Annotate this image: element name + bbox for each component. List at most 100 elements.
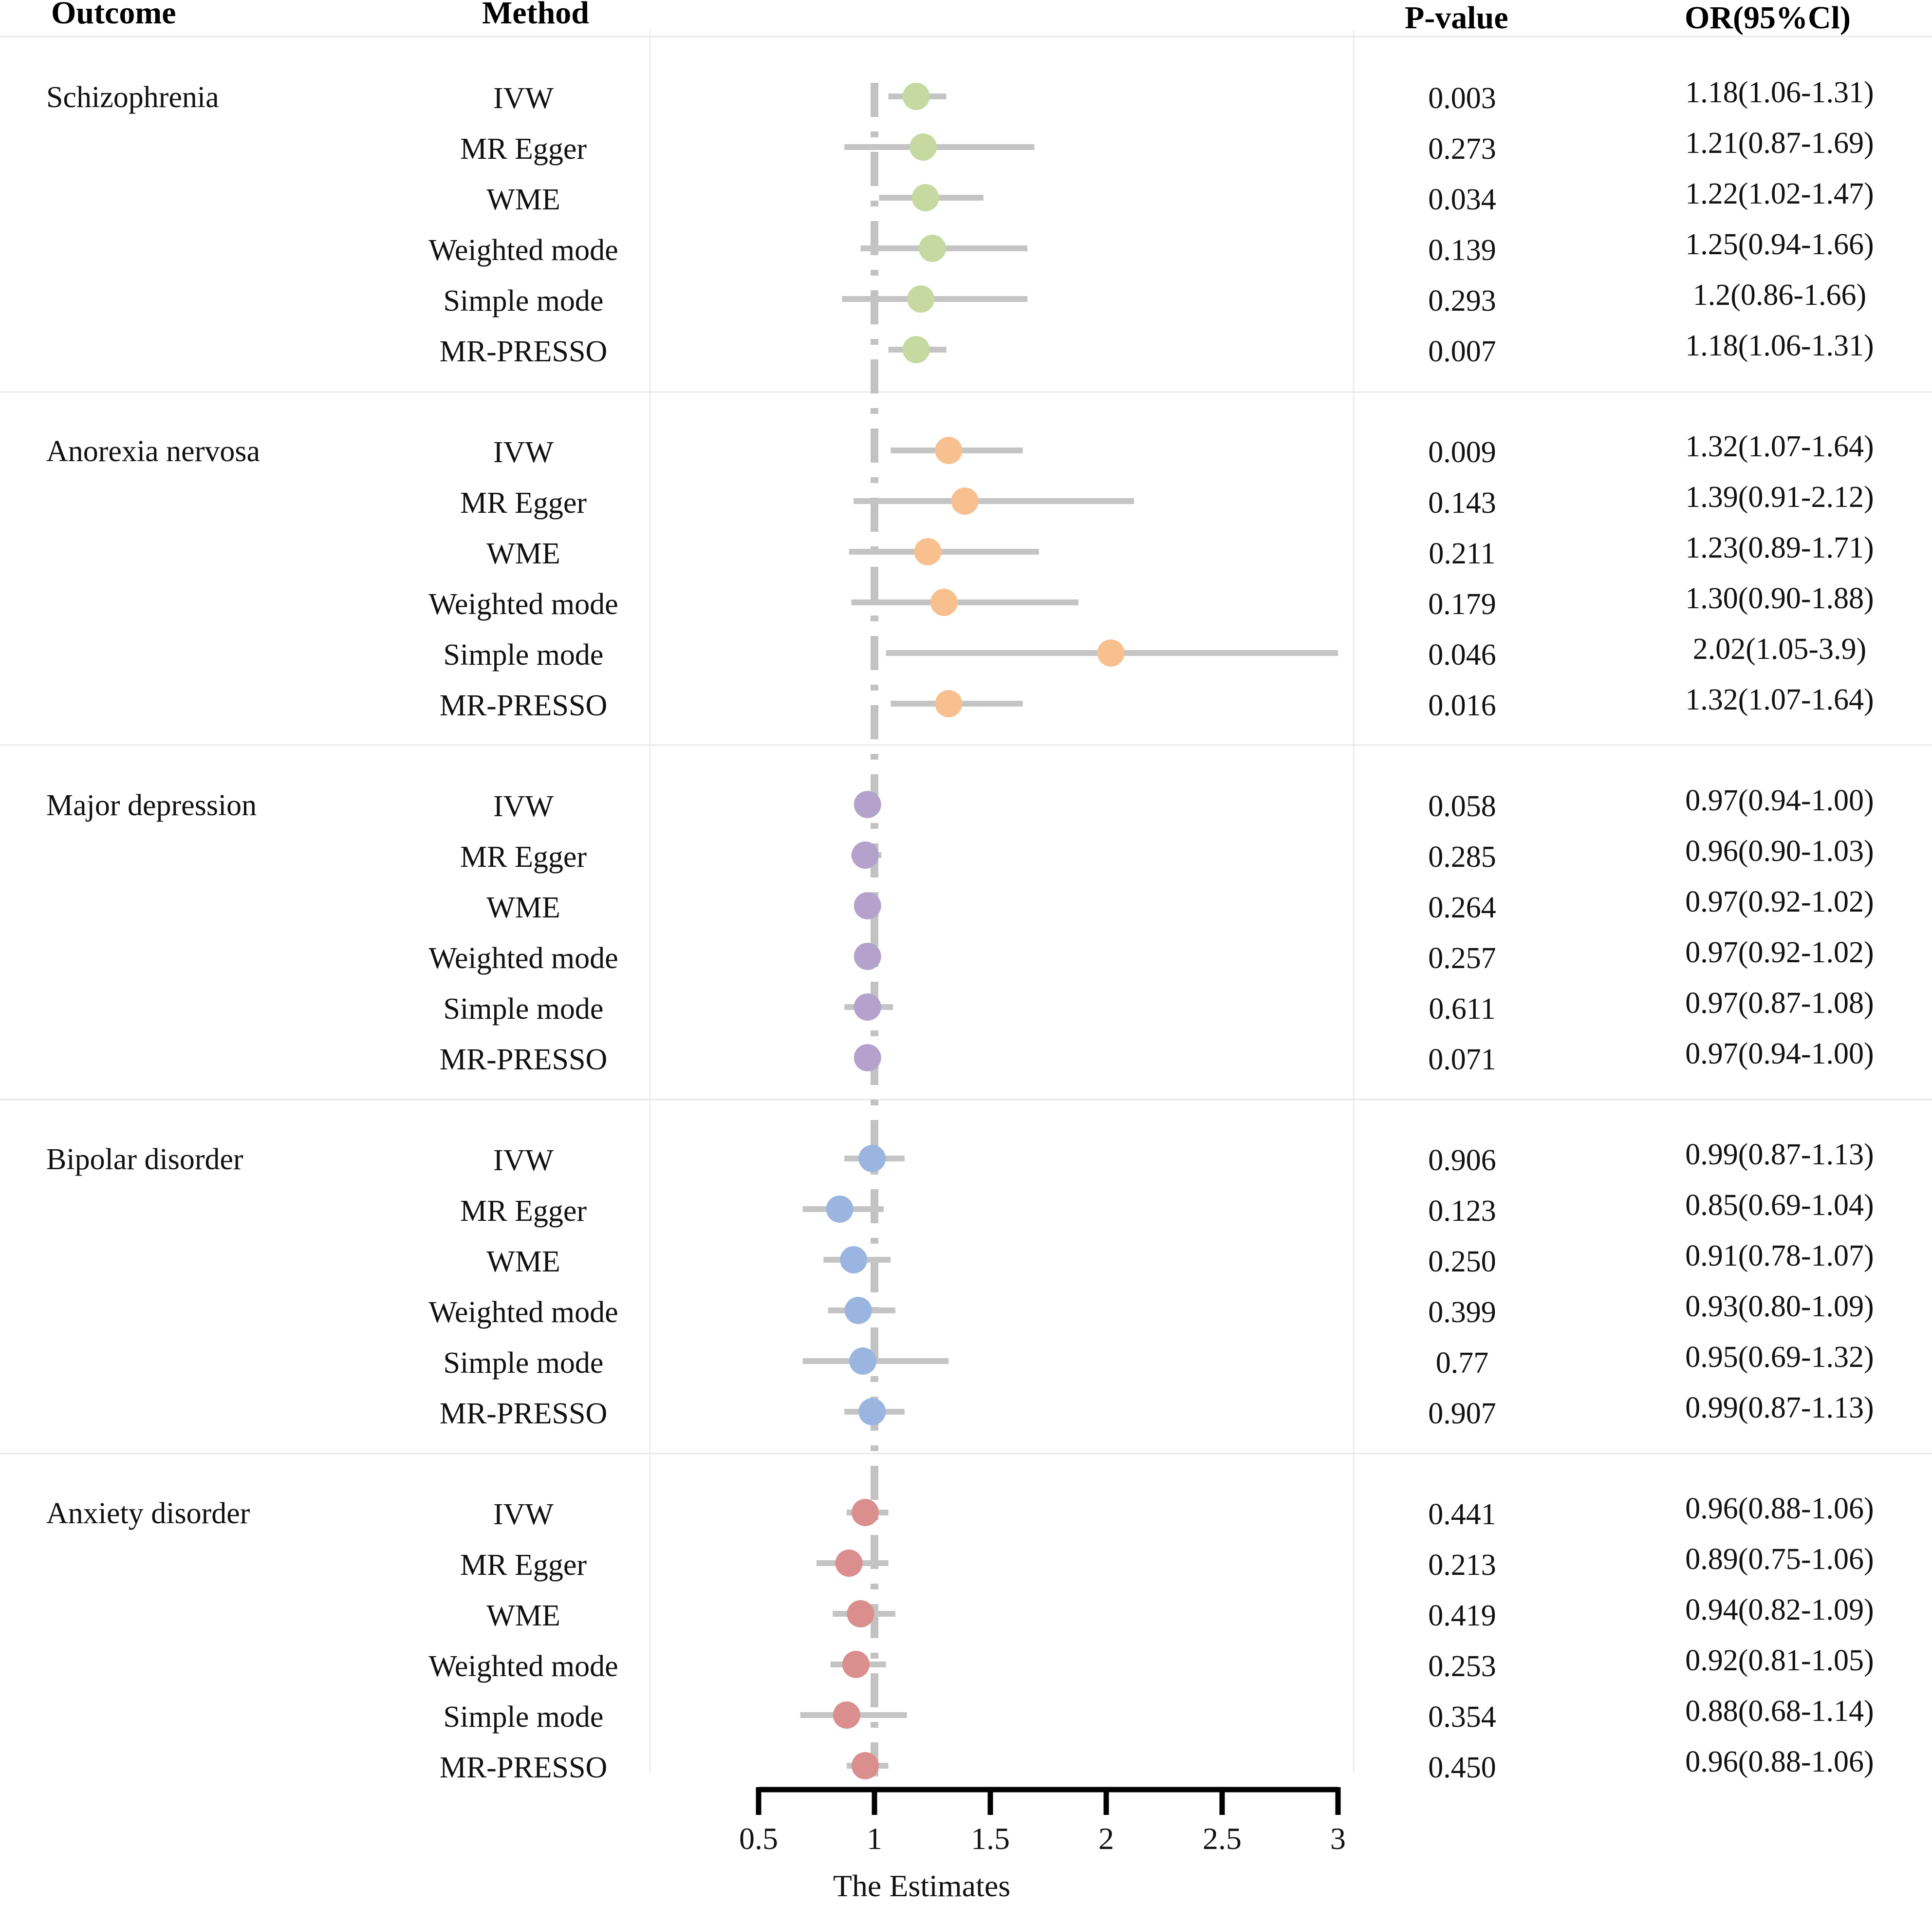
- outcome-label: Major depression: [46, 789, 257, 822]
- method-label: Weighted mode: [428, 588, 618, 621]
- point-estimate: [902, 336, 930, 363]
- method-label: Weighted mode: [428, 1650, 618, 1683]
- or-ci-label: 0.95(0.69-1.32): [1685, 1341, 1874, 1374]
- x-tick-label: 3: [1330, 1821, 1346, 1856]
- method-label: MR-PRESSO: [440, 1397, 608, 1430]
- method-label: Simple mode: [444, 284, 604, 318]
- header-outcome: Outcome: [51, 0, 176, 31]
- x-tick-label: 1.5: [971, 1821, 1010, 1856]
- p-value: 0.450: [1428, 1751, 1496, 1784]
- p-value: 0.007: [1428, 335, 1496, 368]
- point-estimate: [858, 1145, 886, 1172]
- or-ci-label: 1.23(0.89-1.71): [1685, 531, 1874, 564]
- method-label: MR Egger: [460, 1195, 587, 1228]
- x-axis-label: The Estimates: [833, 1868, 1010, 1903]
- point-estimate: [835, 1550, 863, 1577]
- p-value: 0.441: [1428, 1498, 1496, 1531]
- p-value: 0.273: [1428, 132, 1496, 166]
- method-label: IVW: [493, 436, 554, 469]
- or-ci-label: 1.39(0.91-2.12): [1685, 481, 1874, 514]
- point-estimate: [851, 1752, 879, 1779]
- or-ci-label: 0.96(0.88-1.06): [1685, 1745, 1874, 1778]
- method-label: MR-PRESSO: [440, 335, 608, 368]
- method-label: IVW: [493, 1498, 554, 1531]
- p-value: 0.123: [1428, 1195, 1496, 1228]
- p-value: 0.293: [1428, 284, 1496, 318]
- or-ci-label: 0.88(0.68-1.14): [1685, 1695, 1874, 1728]
- point-estimate: [854, 943, 881, 970]
- point-estimate: [826, 1195, 854, 1223]
- or-ci-label: 1.2(0.86-1.66): [1693, 279, 1866, 312]
- method-label: MR Egger: [460, 1549, 587, 1582]
- point-estimate: [851, 1499, 879, 1526]
- point-estimate: [844, 1297, 872, 1324]
- point-estimate: [854, 892, 881, 919]
- or-ci-label: 0.96(0.88-1.06): [1685, 1492, 1874, 1525]
- point-estimate: [1097, 639, 1125, 667]
- point-estimate: [854, 993, 881, 1021]
- p-value: 0.046: [1428, 638, 1496, 672]
- p-value: 0.058: [1428, 790, 1496, 823]
- outcome-label: Anxiety disorder: [46, 1497, 250, 1530]
- or-ci-label: 1.21(0.87-1.69): [1685, 127, 1874, 160]
- p-value: 0.003: [1428, 82, 1496, 115]
- or-ci-label: 0.97(0.94-1.00): [1685, 1037, 1874, 1070]
- p-value: 0.179: [1428, 588, 1496, 621]
- method-label: Weighted mode: [428, 942, 618, 975]
- p-value: 0.250: [1428, 1245, 1496, 1278]
- method-label: MR Egger: [460, 840, 587, 874]
- p-value: 0.071: [1428, 1043, 1496, 1076]
- or-ci-label: 2.02(1.05-3.9): [1693, 633, 1866, 666]
- point-estimate: [951, 487, 979, 515]
- x-tick-label: 0.5: [739, 1821, 778, 1856]
- or-ci-label: 1.18(1.06-1.31): [1685, 76, 1874, 109]
- p-value: 0.907: [1428, 1397, 1496, 1430]
- p-value: 0.611: [1429, 992, 1495, 1026]
- method-label: IVW: [493, 790, 554, 823]
- point-estimate: [833, 1701, 860, 1729]
- method-label: Simple mode: [444, 1346, 604, 1380]
- or-ci-label: 0.97(0.94-1.00): [1685, 784, 1874, 817]
- method-label: MR Egger: [460, 132, 587, 166]
- p-value: 0.419: [1428, 1599, 1496, 1632]
- method-label: Weighted mode: [428, 234, 618, 267]
- method-label: IVW: [493, 82, 554, 115]
- p-value: 0.143: [1428, 486, 1496, 520]
- or-ci-label: 0.96(0.90-1.03): [1685, 835, 1874, 868]
- method-label: Simple mode: [444, 638, 604, 672]
- point-estimate: [847, 1600, 874, 1627]
- or-ci-label: 0.99(0.87-1.13): [1685, 1391, 1874, 1424]
- point-estimate: [849, 1347, 877, 1375]
- point-estimate: [909, 133, 937, 161]
- point-estimate: [854, 791, 881, 818]
- or-ci-label: 1.25(0.94-1.66): [1685, 228, 1874, 261]
- x-tick-label: 2.5: [1203, 1821, 1242, 1856]
- or-ci-label: 1.30(0.90-1.88): [1685, 582, 1874, 615]
- p-value: 0.211: [1429, 537, 1495, 570]
- method-label: WME: [486, 183, 560, 216]
- p-value: 0.009: [1428, 436, 1496, 469]
- method-label: Simple mode: [444, 992, 604, 1026]
- method-label: IVW: [493, 1144, 554, 1177]
- or-ci-label: 0.99(0.87-1.13): [1685, 1138, 1874, 1171]
- point-estimate: [902, 83, 930, 110]
- method-label: WME: [486, 1245, 560, 1278]
- or-ci-label: 0.97(0.92-1.02): [1685, 885, 1874, 918]
- point-estimate: [919, 235, 946, 262]
- p-value: 0.213: [1428, 1549, 1496, 1582]
- outcome-label: Schizophrenia: [46, 81, 219, 114]
- header-pvalue: P-value: [1405, 0, 1508, 36]
- outcome-label: Anorexia nervosa: [46, 435, 260, 468]
- method-label: MR Egger: [460, 486, 587, 520]
- point-estimate: [907, 285, 935, 313]
- method-label: WME: [486, 891, 560, 924]
- method-label: WME: [486, 537, 560, 570]
- point-estimate: [842, 1651, 870, 1678]
- or-ci-label: 0.97(0.87-1.08): [1685, 987, 1874, 1020]
- or-ci-label: 0.92(0.81-1.05): [1685, 1644, 1874, 1677]
- p-value: 0.285: [1428, 840, 1496, 874]
- or-ci-label: 0.91(0.78-1.07): [1685, 1239, 1874, 1272]
- method-label: Simple mode: [444, 1700, 604, 1734]
- p-value: 0.77: [1436, 1346, 1489, 1380]
